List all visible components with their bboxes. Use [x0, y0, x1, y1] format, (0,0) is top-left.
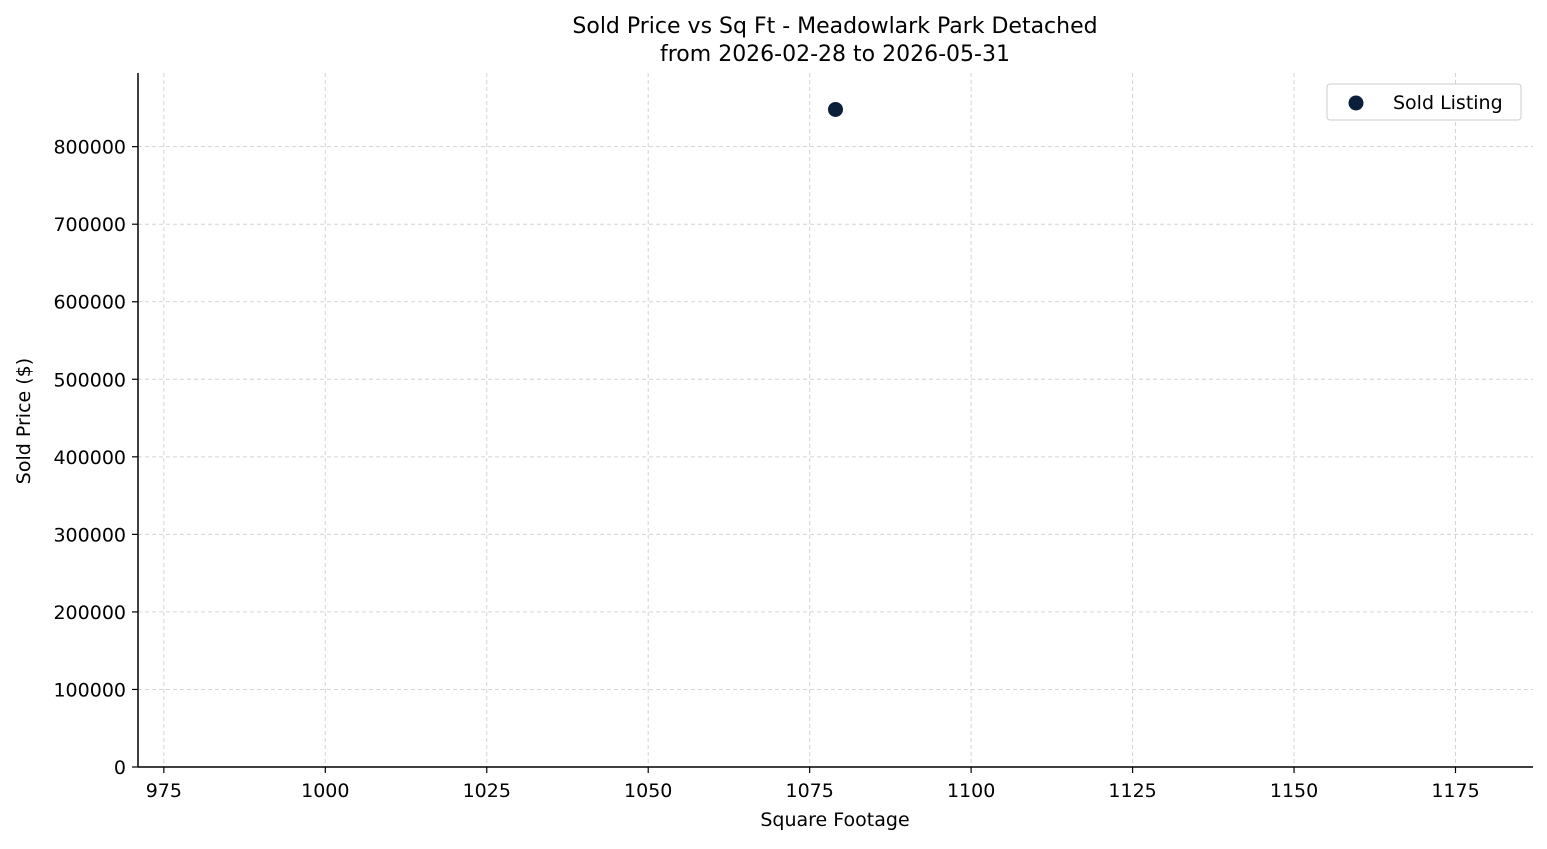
chart-title: Sold Price vs Sq Ft - Meadowlark Park De… — [572, 14, 1097, 39]
y-tick-label: 200000 — [53, 602, 126, 624]
x-axis-label: Square Footage — [760, 809, 909, 831]
x-tick-label: 1125 — [1108, 780, 1156, 802]
y-axis-label: Sold Price ($) — [13, 358, 35, 484]
x-tick-label: 1000 — [301, 780, 349, 802]
x-tick-label: 1100 — [947, 780, 995, 802]
legend-entry: Sold Listing — [1393, 92, 1503, 114]
y-tick-label: 700000 — [53, 214, 126, 236]
scatter-point — [828, 101, 843, 117]
data-points — [828, 101, 843, 117]
y-tick-label: 500000 — [53, 369, 126, 391]
y-tick-label: 0 — [114, 757, 126, 779]
y-tick-label: 400000 — [53, 447, 126, 469]
legend-marker — [1348, 95, 1364, 111]
x-tick-label: 975 — [146, 780, 182, 802]
y-tick-label: 100000 — [53, 679, 126, 701]
x-tick-label: 1075 — [785, 780, 833, 802]
grid-lines — [138, 73, 1533, 768]
x-tick-label: 1150 — [1270, 780, 1318, 802]
legend: Sold Listing — [1326, 83, 1522, 121]
axes — [132, 73, 1533, 773]
y-tick-label: 600000 — [53, 292, 126, 314]
x-tick-label: 1175 — [1431, 780, 1479, 802]
x-tick-label: 1050 — [624, 780, 672, 802]
y-tick-label: 300000 — [53, 524, 126, 546]
y-tick-label: 800000 — [53, 137, 126, 159]
chart-subtitle: from 2026-02-28 to 2026-05-31 — [660, 42, 1010, 67]
legend-box — [1326, 83, 1522, 121]
tick-labels: 975 1000 1025 1050 1075 1100 1125 1150 1175 0 1000… — [53, 137, 1479, 802]
x-tick-label: 1025 — [463, 780, 511, 802]
